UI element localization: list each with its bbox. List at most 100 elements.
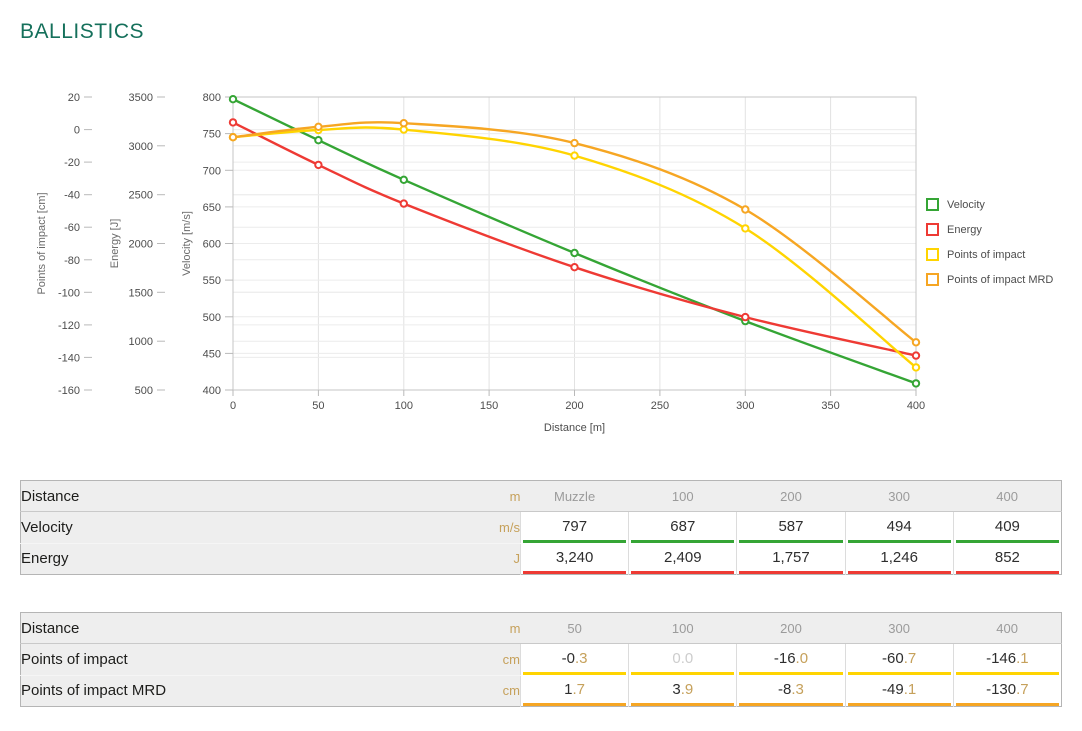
energy-value-muzzle: 3,240 (519, 543, 629, 575)
energy-value-100: 2,409 (628, 543, 737, 575)
svg-text:150: 150 (480, 400, 498, 412)
col-header-300: 300 (845, 480, 954, 512)
legend-item-points-of-impact: Points of impact (926, 248, 1053, 261)
svg-text:3000: 3000 (129, 141, 153, 153)
table-row-points-of-impact-mrd: Points of impact MRD cm 1.7 3.9 -8.3 -49.1 -13… (20, 675, 1062, 707)
svg-text:500: 500 (203, 312, 221, 324)
energy-value-300: 1,246 (844, 543, 954, 575)
velocity-energy-table: Distance m Muzzle 100 200 300 400 Velocity m/s 79… (20, 480, 1062, 575)
velocity-value-400: 409 (952, 511, 1062, 543)
y-axis-velocity: 800 750 700 650 600 550 500 450 400 Velocity [m/s… (181, 92, 233, 397)
points-of-impact-mrd-value-400: -130.7 (952, 675, 1062, 707)
legend-label-points-of-impact: Points of impact (947, 248, 1026, 261)
legend-swatch-energy-icon (926, 223, 939, 236)
col-header-muzzle: Muzzle (520, 480, 629, 512)
legend-item-energy: Energy (926, 223, 1053, 236)
legend-item-points-of-impact-mrd: Points of impact MRD (926, 273, 1053, 286)
svg-text:550: 550 (203, 275, 221, 287)
svg-text:700: 700 (203, 165, 221, 177)
svg-text:-80: -80 (64, 255, 80, 267)
svg-text:500: 500 (135, 385, 153, 397)
legend-label-velocity: Velocity (947, 198, 985, 211)
svg-text:100: 100 (395, 400, 413, 412)
y-axis-title-velocity: Velocity [m/s] (181, 211, 193, 276)
svg-text:-40: -40 (64, 190, 80, 202)
velocity-value-muzzle: 797 (519, 511, 629, 543)
points-of-impact-value-400: -146.1 (952, 643, 1062, 675)
svg-text:350: 350 (821, 400, 839, 412)
col-header-100: 100 (628, 480, 737, 512)
gridlines (233, 97, 916, 390)
svg-text:0: 0 (74, 125, 80, 137)
velocity-value-300: 494 (844, 511, 954, 543)
legend-swatch-points-of-impact-icon (926, 248, 939, 261)
svg-text:-100: -100 (58, 287, 80, 299)
y-axis-energy: 3500 3000 2500 2000 1500 1000 500 Energy [J] (109, 92, 165, 397)
legend-item-velocity: Velocity (926, 198, 1053, 211)
y-axis-title-energy: Energy [J] (109, 219, 121, 269)
velocity-value-100: 687 (628, 511, 737, 543)
svg-text:-20: -20 (64, 157, 80, 169)
svg-text:2000: 2000 (129, 239, 153, 251)
points-of-impact-value-300: -60.7 (844, 643, 954, 675)
col-header-100: 100 (628, 612, 737, 644)
svg-text:-60: -60 (64, 222, 80, 234)
x-axis-title: Distance [m] (544, 422, 605, 434)
velocity-value-200: 587 (736, 511, 846, 543)
svg-text:3500: 3500 (129, 92, 153, 104)
header-unit: m (420, 480, 521, 512)
svg-text:20: 20 (68, 92, 80, 104)
header-label-distance: Distance (20, 480, 421, 512)
row-label-velocity: Velocity (20, 511, 421, 544)
svg-text:750: 750 (203, 129, 221, 141)
points-of-impact-mrd-value-50: 1.7 (519, 675, 629, 707)
svg-text:1500: 1500 (129, 287, 153, 299)
energy-value-400: 852 (952, 543, 1062, 575)
col-header-50: 50 (520, 612, 629, 644)
chart-area: 20 0 -20 -40 -60 -80 -100 -120 -140 -160 Points of… (0, 85, 1082, 455)
svg-text:800: 800 (203, 92, 221, 104)
energy-value-200: 1,757 (736, 543, 846, 575)
svg-text:200: 200 (565, 400, 583, 412)
points-of-impact-mrd-value-300: -49.1 (844, 675, 954, 707)
y-axis-title-poi: Points of impact [cm] (36, 192, 48, 294)
series-points-of-impact-mrd (228, 119, 921, 347)
col-header-200: 200 (736, 612, 846, 644)
header-unit: m (420, 612, 521, 644)
table-header-row: Distance m 50 100 200 300 400 (20, 612, 1062, 644)
col-header-300: 300 (845, 612, 954, 644)
x-axis: 0 50 100 150 200 250 300 350 400 Distance [m] (230, 390, 925, 434)
legend-swatch-velocity-icon (926, 198, 939, 211)
svg-text:400: 400 (907, 400, 925, 412)
table-row-energy: Energy J 3,240 2,409 1,757 1,246 852 (20, 543, 1062, 575)
svg-text:450: 450 (203, 348, 221, 360)
svg-text:50: 50 (312, 400, 324, 412)
table-row-velocity: Velocity m/s 797 687 587 494 409 (20, 511, 1062, 544)
svg-text:-160: -160 (58, 385, 80, 397)
row-label-points-of-impact: Points of impact (20, 643, 421, 676)
row-label-points-of-impact-mrd: Points of impact MRD (20, 675, 421, 707)
svg-text:-120: -120 (58, 320, 80, 332)
legend-swatch-points-of-impact-mrd-icon (926, 273, 939, 286)
points-of-impact-value-50: -0.3 (519, 643, 629, 675)
row-unit-energy: J (420, 543, 521, 575)
svg-text:-140: -140 (58, 352, 80, 364)
row-unit-points-of-impact: cm (420, 643, 521, 676)
points-of-impact-table: Distance m 50 100 200 300 400 Points of impact c… (20, 612, 1062, 707)
col-header-400: 400 (953, 612, 1062, 644)
svg-text:2500: 2500 (129, 190, 153, 202)
table-row-points-of-impact: Points of impact cm -0.3 0.0 -16.0 -60.7 -146.… (20, 643, 1062, 676)
velocity-energy-table-mount: Distance m Muzzle 100 200 300 400 Velocity m/s 79… (20, 480, 1062, 575)
chart-legend: Velocity Energy Points of impact Points of … (926, 198, 1053, 298)
svg-text:0: 0 (230, 400, 236, 412)
svg-text:1000: 1000 (129, 336, 153, 348)
row-unit-points-of-impact-mrd: cm (420, 675, 521, 707)
points-of-impact-value-200: -16.0 (736, 643, 846, 675)
col-header-400: 400 (953, 480, 1062, 512)
points-of-impact-table-mount: Distance m 50 100 200 300 400 Points of impact c… (20, 612, 1062, 707)
svg-text:650: 650 (203, 202, 221, 214)
legend-label-points-of-impact-mrd: Points of impact MRD (947, 273, 1054, 286)
table-header-row: Distance m Muzzle 100 200 300 400 (20, 480, 1062, 512)
y-axis-poi: 20 0 -20 -40 -60 -80 -100 -120 -140 -160 Points of… (36, 92, 92, 397)
